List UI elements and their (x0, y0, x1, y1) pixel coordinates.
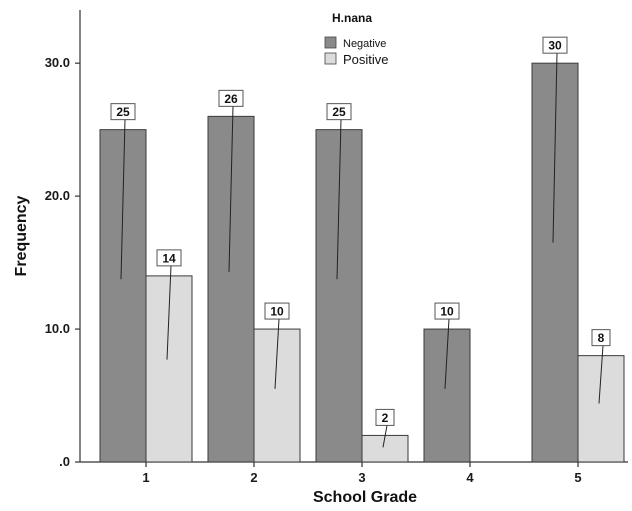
data-labels: 25 26 25 10 30 14 10 2 8 (110, 36, 611, 448)
data-label-leader (166, 265, 172, 360)
data-label-box (591, 329, 611, 347)
data-label-box (326, 103, 352, 121)
data-label-box (264, 302, 290, 320)
legend-title: H.nana (332, 11, 372, 25)
data-label: 26 (224, 92, 238, 106)
data-label-leader (274, 319, 280, 389)
y-tick-label: 20.0 (45, 188, 70, 203)
data-label: 10 (440, 305, 454, 319)
data-label-leader (120, 119, 126, 280)
x-ticks: 1 2 3 4 5 (142, 462, 582, 485)
data-label-leader (598, 345, 604, 404)
data-label-box (434, 302, 460, 320)
data-label-box (375, 408, 395, 426)
y-ticks: .0 10.0 20.0 30.0 (45, 55, 80, 469)
data-label: 8 (598, 331, 605, 345)
legend-swatch-positive (324, 52, 337, 65)
x-tick-label: 3 (358, 470, 365, 485)
y-tick-label: 30.0 (45, 55, 70, 70)
data-label: 10 (270, 305, 284, 319)
y-tick-label: .0 (59, 454, 70, 469)
data-label: 30 (548, 39, 562, 53)
bar-positive-grade-3 (361, 434, 409, 463)
data-label-box (156, 249, 182, 267)
bar-negative-grade-5 (531, 62, 579, 463)
data-label: 25 (116, 105, 130, 119)
legend: H.nana Negative Positive (324, 11, 389, 67)
data-label: 2 (382, 411, 389, 425)
data-label-box (110, 103, 136, 121)
legend-label-negative: Negative (343, 38, 386, 50)
x-tick-label: 4 (466, 470, 474, 485)
data-label-leader (552, 53, 558, 243)
x-tick-label: 2 (250, 470, 257, 485)
data-label-leader (336, 119, 342, 280)
data-label: 14 (162, 251, 176, 265)
data-label: 25 (332, 105, 346, 119)
x-tick-label: 1 (142, 470, 149, 485)
bars (99, 62, 625, 463)
data-label-leader (228, 106, 234, 272)
data-label-box (218, 89, 244, 107)
y-tick-label: 10.0 (45, 321, 70, 336)
data-label-box (542, 36, 568, 54)
data-label-leader (444, 319, 450, 389)
bar-negative-grade-2 (207, 115, 255, 463)
data-label-leader (382, 425, 388, 448)
x-axis-title: School Grade (313, 489, 417, 506)
legend-label-positive: Positive (343, 52, 389, 67)
y-axis-title: Frequency (13, 195, 30, 276)
x-tick-label: 5 (574, 470, 581, 485)
legend-swatch-negative (324, 36, 337, 49)
